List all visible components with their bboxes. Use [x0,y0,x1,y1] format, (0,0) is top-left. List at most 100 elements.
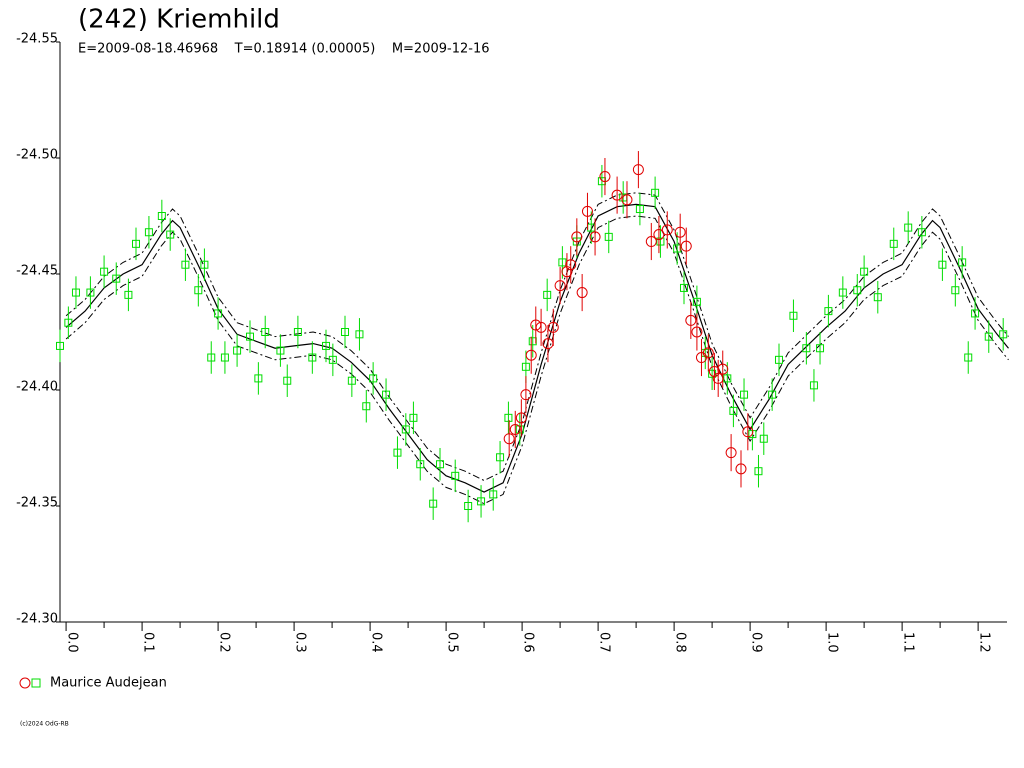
data-point [322,341,331,350]
data-point [889,239,898,248]
data-point [521,362,530,371]
data-point [503,433,515,445]
x-tick-label: 1.1 [901,632,916,653]
data-point [853,286,862,295]
data-point [824,307,833,316]
data-point [554,280,566,292]
data-point [520,389,532,401]
data-point [409,413,418,422]
data-point [729,406,738,415]
data-point [477,497,486,506]
x-tick-label: 0.3 [293,632,308,653]
data-point [369,374,378,383]
data-point [283,376,292,385]
data-point [124,290,133,299]
chart-title: (242) Kriemhild [78,5,280,35]
data-point [951,286,960,295]
data-point [740,390,749,399]
data-point [254,374,263,383]
data-point [214,309,223,318]
legend-marker [19,677,31,689]
y-tick-label: -24.30 [16,612,58,627]
data-point [542,338,554,350]
data-point [680,240,692,252]
data-point [347,376,356,385]
data-point [341,328,350,336]
data-point [599,171,611,183]
data-point [656,237,665,246]
data-point [984,332,993,341]
data-point [838,288,847,297]
data-point [100,267,109,276]
y-tick-label: -24.50 [16,148,58,163]
data-point [802,344,811,353]
data-point [328,355,337,364]
data-point [789,311,798,320]
data-point [645,236,657,248]
data-point [401,425,410,434]
x-tick-label: 0.2 [217,632,232,653]
x-tick-label: 1.2 [977,632,992,653]
data-point [754,467,763,476]
data-point [451,471,460,480]
data-point [515,425,524,434]
data-point [589,231,601,243]
data-point [759,434,768,443]
data-point [509,423,521,435]
data-point [429,499,438,508]
data-point [220,353,229,362]
data-point [276,346,285,355]
x-tick-label: 1.0 [825,632,840,653]
data-point [674,226,686,238]
data-point [717,363,729,375]
data-point [393,448,402,457]
data-point [621,194,633,206]
data-point [489,490,498,499]
data-point [904,223,913,232]
fit-band [65,192,1009,482]
data-point [157,212,166,220]
data-point [535,321,547,333]
data-point [194,286,203,295]
data-point [561,266,573,278]
data-point [702,347,714,359]
data-point [651,188,660,197]
data-point [144,228,153,237]
y-tick-label: -24.55 [16,32,58,47]
data-point [964,353,973,362]
data-point [56,341,64,350]
data-point [971,309,980,318]
data-point [261,328,270,336]
data-point [632,164,644,176]
data-point [112,274,121,283]
y-tick-label: -24.45 [16,264,58,279]
data-point [581,205,593,217]
data-point [355,330,364,339]
footer-note: (c)2024 OdG-RB [20,721,69,728]
x-tick-label: 0.4 [369,632,384,653]
data-point [246,332,255,341]
data-point [71,288,80,297]
data-point [504,413,513,422]
x-tick-label: 0.1 [141,632,156,653]
data-point [293,328,302,336]
data-point [64,318,73,327]
data-point [362,402,371,411]
data-point [742,426,754,438]
data-point [860,267,869,276]
data-point [207,353,216,362]
data-point [692,297,701,306]
data-point [635,205,644,214]
data-point [525,349,537,361]
data-point [86,288,95,297]
data-point [691,326,703,338]
data-point [132,239,141,248]
data-point [547,321,559,333]
y-tick-label: -24.40 [16,380,58,395]
data-point [661,224,673,236]
data-point [685,314,697,326]
data-point [416,460,425,469]
chart-subtitle: E=2009-08-18.46968 T=0.18914 (0.00005) M… [78,42,490,57]
